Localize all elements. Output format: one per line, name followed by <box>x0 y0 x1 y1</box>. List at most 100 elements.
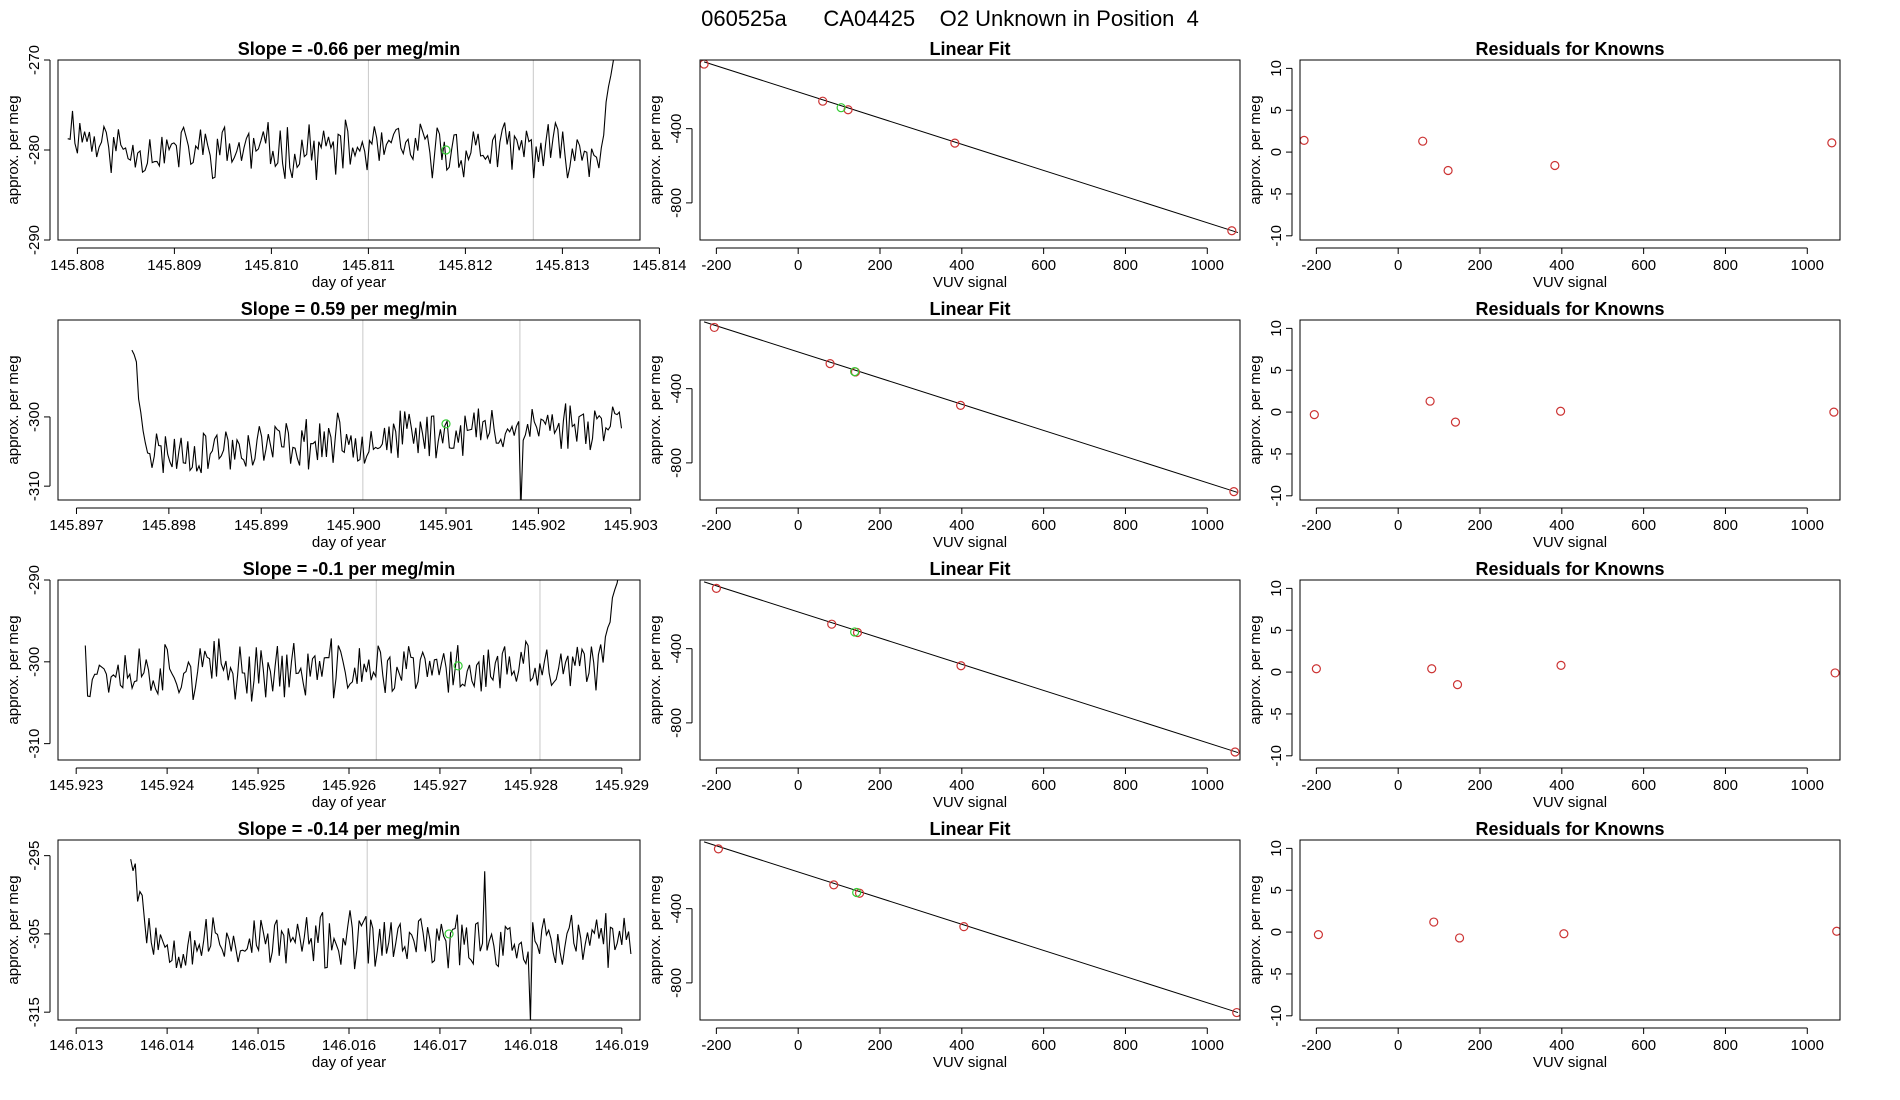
x-tick-label: 145.925 <box>231 777 285 794</box>
data-point-2 <box>1427 664 1437 674</box>
panel-title: Linear Fit <box>929 299 1010 319</box>
data-point-4 <box>1559 929 1569 939</box>
x-tick-label: 0 <box>794 517 802 534</box>
x-tick-label: 0 <box>794 257 802 274</box>
x-tick-label: 600 <box>1031 517 1056 534</box>
x-tick-label: 800 <box>1113 517 1138 534</box>
y-axis-label: approx. per meg <box>5 875 22 984</box>
x-tick-label: 145.813 <box>535 257 589 274</box>
y-tick-label: -400 <box>668 634 685 664</box>
y-tick-label: -800 <box>668 968 685 998</box>
y-axis-label: approx. per meg <box>1247 875 1264 984</box>
y-axis-label: approx. per meg <box>1247 95 1264 204</box>
x-tick-label: 0 <box>1394 777 1402 794</box>
y-axis-label: approx. per meg <box>1247 355 1264 464</box>
x-tick-label: 200 <box>867 517 892 534</box>
x-tick-label: 800 <box>1713 777 1738 794</box>
panel-title: Slope = -0.1 per meg/min <box>243 559 456 579</box>
y-tick-label: 10 <box>1268 580 1285 597</box>
panel-5: Linear Fit -200 0 200 400 600 800 1000 VUV signa… <box>647 299 1241 551</box>
x-tick-label: 146.016 <box>322 1037 376 1054</box>
x-axis-label: VUV signal <box>1533 274 1607 291</box>
y-tick-label: 0 <box>1268 668 1285 676</box>
y-tick-label: 0 <box>1268 408 1285 416</box>
plot-frame <box>1299 839 1841 1021</box>
panel-title: Slope = 0.59 per meg/min <box>241 299 458 319</box>
y-tick-label: 5 <box>1268 626 1285 634</box>
y-axis-label: approx. per meg <box>647 355 664 464</box>
y-tick-label: -310 <box>26 471 43 501</box>
panel-title: Slope = -0.14 per meg/min <box>238 819 461 839</box>
plot-frame <box>1299 319 1841 501</box>
highlight-point <box>453 661 463 671</box>
x-tick-label: 145.899 <box>234 517 288 534</box>
x-tick-label: 800 <box>1713 257 1738 274</box>
highlight-point <box>441 145 451 155</box>
x-tick-label: 400 <box>949 777 974 794</box>
panel-title: Slope = -0.66 per meg/min <box>238 39 461 59</box>
data-point-2 <box>825 359 835 369</box>
panel-title: Linear Fit <box>929 39 1010 59</box>
y-tick-label: -800 <box>668 188 685 218</box>
panel-title: Residuals for Knowns <box>1475 559 1664 579</box>
x-tick-label: 145.808 <box>50 257 104 274</box>
x-tick-label: 600 <box>1031 1037 1056 1054</box>
fit-line <box>703 841 1239 1014</box>
x-tick-label: 800 <box>1113 257 1138 274</box>
data-point-2 <box>1425 396 1435 406</box>
panel-1: Slope = -0.66 per meg/min 145.808 145.809 1… <box>5 39 687 291</box>
data-point-1 <box>1313 930 1324 940</box>
x-tick-label: 1000 <box>1791 777 1824 794</box>
plot-frame <box>1299 59 1841 241</box>
panel-10: Slope = -0.14 per meg/min 146.013 146.014 1… <box>5 819 649 1071</box>
data-point-1 <box>1311 664 1321 674</box>
fit-line <box>703 61 1239 234</box>
data-point-4 <box>1550 160 1560 171</box>
fit-line <box>703 321 1239 494</box>
series-trace <box>84 580 619 702</box>
plot-frame <box>699 579 1241 761</box>
y-axis-label: approx. per meg <box>647 95 664 204</box>
panel-6: Residuals for Knowns-200 0 200 400 600 800 100… <box>1247 299 1841 551</box>
y-tick-label: -290 <box>26 565 43 595</box>
data-point-5 <box>1230 747 1240 757</box>
x-tick-label: 145.902 <box>511 517 565 534</box>
x-axis-label: VUV signal <box>1533 794 1607 811</box>
x-tick-label: 1000 <box>1191 1037 1224 1054</box>
x-tick-label: 0 <box>794 777 802 794</box>
highlight-point <box>444 929 454 939</box>
y-tick-label: 10 <box>1268 60 1285 77</box>
x-tick-label: 145.929 <box>595 777 649 794</box>
data-point-1 <box>1300 135 1309 145</box>
data-point-1 <box>711 583 721 593</box>
y-axis-label: approx. per meg <box>647 875 664 984</box>
x-tick-label: 400 <box>1549 1037 1574 1054</box>
x-axis-label: VUV signal <box>933 534 1007 551</box>
y-tick-label: 0 <box>1268 148 1285 156</box>
data-point-1 <box>713 844 724 854</box>
data-point-4 <box>955 400 966 410</box>
plot-frame <box>57 319 641 501</box>
y-tick-label: -305 <box>26 919 43 949</box>
x-tick-label: -200 <box>1301 1037 1331 1054</box>
x-tick-label: 400 <box>949 257 974 274</box>
x-tick-label: 400 <box>1549 517 1574 534</box>
x-tick-label: 146.015 <box>231 1037 285 1054</box>
y-tick-label: -310 <box>26 729 43 759</box>
x-tick-label: 600 <box>1031 257 1056 274</box>
x-tick-label: 600 <box>1031 777 1056 794</box>
y-tick-label: -5 <box>1268 707 1285 720</box>
x-tick-label: 200 <box>1467 517 1492 534</box>
series-trace <box>130 859 632 1020</box>
fit-line <box>703 581 1239 754</box>
x-axis-label: day of year <box>312 534 386 551</box>
data-point-5 <box>1829 407 1839 417</box>
x-tick-label: -200 <box>1301 777 1331 794</box>
x-tick-label: 145.927 <box>413 777 467 794</box>
data-point-5 <box>1229 487 1239 497</box>
data-point-5 <box>1232 1007 1240 1018</box>
data-point-2 <box>818 96 828 106</box>
x-tick-label: -200 <box>701 1037 731 1054</box>
panel-4: Slope = 0.59 per meg/min 145.897 145.898 14… <box>5 299 658 551</box>
x-tick-label: 145.926 <box>322 777 376 794</box>
